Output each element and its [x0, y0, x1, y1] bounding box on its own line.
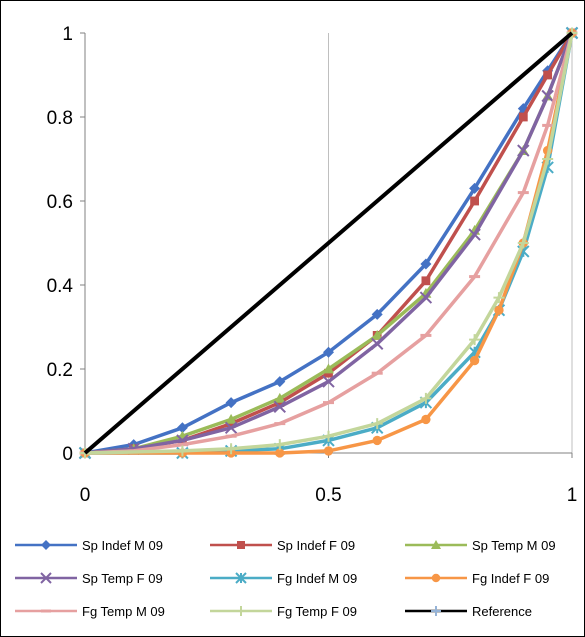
legend-marker [235, 572, 247, 584]
data-point [542, 123, 554, 127]
series-line [84, 32, 574, 455]
legend-label: Sp Indef M 09 [82, 538, 163, 553]
legend-item: Fg Indef M 09 [210, 571, 357, 586]
data-point [517, 237, 529, 249]
series-fg-temp-f-09 [79, 27, 578, 459]
series-sp-temp-f-09 [78, 26, 579, 460]
legend-label: Sp Indef F 09 [277, 538, 355, 553]
legend-marker [431, 606, 441, 616]
data-point [323, 401, 334, 405]
x-tick-label: 0 [80, 485, 91, 506]
legend-marker [237, 541, 245, 549]
data-point [371, 371, 383, 375]
data-point [517, 144, 530, 157]
legend-label: Fg Indef M 09 [277, 571, 357, 586]
legend-item: Sp Temp M 09 [405, 538, 556, 553]
data-point [421, 276, 431, 286]
legend-item: Fg Indef F 09 [405, 571, 549, 586]
legend-label: Sp Temp F 09 [82, 571, 163, 586]
series-line [84, 32, 574, 455]
x-tick-label: 0.5 [315, 485, 341, 506]
legend-marker [431, 573, 441, 583]
data-point [541, 89, 554, 103]
data-point [517, 191, 529, 195]
legend-label: Fg Temp F 09 [277, 604, 357, 619]
data-point [322, 375, 335, 388]
data-point [493, 292, 505, 304]
data-point [420, 258, 432, 270]
data-point [225, 434, 237, 438]
legend-marker [236, 606, 246, 616]
series-line [84, 32, 574, 455]
plot-area [78, 26, 579, 460]
data-point [176, 445, 188, 457]
data-point [371, 308, 383, 320]
data-point [176, 422, 188, 434]
legend-item: Fg Temp M 09 [15, 604, 165, 619]
data-point [274, 376, 286, 388]
data-point [543, 70, 553, 80]
data-point [323, 430, 334, 442]
y-tick-label: 0.2 [47, 360, 73, 381]
legend-marker [431, 540, 441, 549]
data-point [323, 346, 334, 358]
data-point [273, 400, 287, 414]
data-point [225, 413, 237, 424]
legend-item: Sp Indef F 09 [210, 538, 355, 553]
data-point [176, 443, 188, 447]
data-point [323, 446, 334, 456]
legend: Sp Indef M 09 Sp Indef F 09 Sp Temp M 09 Sp… [15, 538, 556, 619]
data-point [274, 422, 286, 426]
data-point [224, 421, 238, 435]
legend-label: Fg Indef F 09 [472, 571, 549, 586]
data-point [419, 291, 433, 304]
data-point [469, 334, 481, 346]
data-point [468, 228, 481, 241]
data-point [518, 112, 528, 122]
data-point [371, 329, 383, 340]
legend-marker [40, 572, 52, 584]
x-tick-label: 1 [567, 485, 578, 506]
legend-label: Reference [472, 604, 532, 619]
data-point [274, 392, 286, 403]
legend-item: Sp Temp F 09 [15, 571, 163, 586]
data-point [372, 435, 382, 446]
data-point [469, 182, 481, 194]
legend-marker [41, 540, 51, 550]
y-tick-label: 0.6 [47, 192, 73, 213]
data-point [371, 418, 383, 430]
data-point [275, 448, 285, 458]
data-point [421, 414, 431, 425]
y-tick-label: 0 [62, 444, 73, 465]
series-line [83, 31, 574, 455]
data-point [274, 439, 286, 451]
data-point [370, 337, 384, 351]
series-reference [83, 31, 574, 455]
data-point [470, 196, 479, 206]
legend-label: Sp Temp M 09 [472, 538, 556, 553]
series-line [84, 32, 574, 455]
y-tick-label: 1 [62, 24, 73, 45]
legend-item: Reference [405, 604, 532, 619]
data-point [420, 333, 432, 337]
legend-marker [41, 609, 51, 613]
y-tick-label: 0.4 [47, 276, 74, 297]
data-point [469, 355, 480, 366]
legend-label: Fg Temp M 09 [82, 604, 165, 619]
legend-item: Fg Temp F 09 [210, 604, 357, 619]
data-point [323, 363, 334, 374]
data-point [420, 392, 432, 404]
data-point [225, 397, 237, 409]
data-point [225, 443, 237, 455]
y-tick-label: 0.8 [47, 108, 73, 129]
data-point [542, 153, 554, 165]
data-point [469, 275, 481, 279]
data-point [494, 305, 504, 315]
legend-item: Sp Indef M 09 [15, 538, 163, 553]
